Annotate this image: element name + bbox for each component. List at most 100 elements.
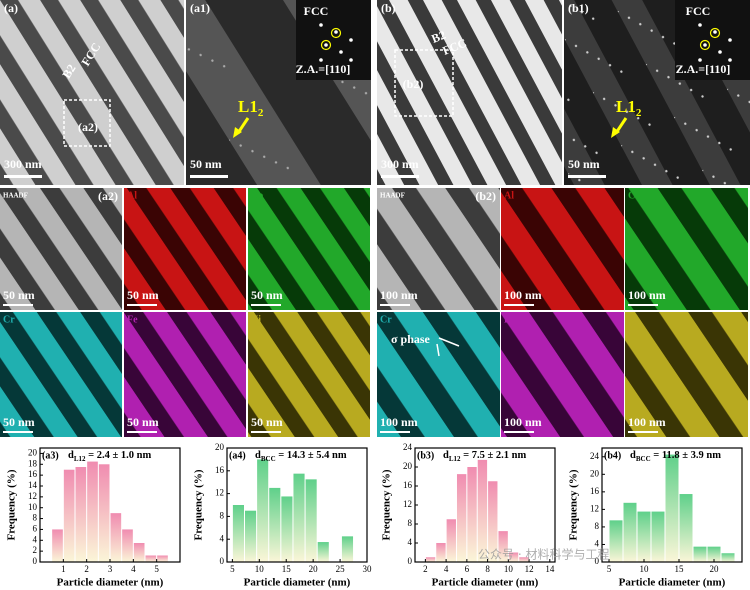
- title-subscript: BCC: [261, 455, 276, 463]
- scale-label: 50 nm: [127, 288, 159, 302]
- bar: [721, 553, 735, 562]
- diffraction-spot: [728, 38, 732, 42]
- element-map: [0, 312, 122, 437]
- spot-marker: [699, 39, 711, 51]
- element-map: [501, 188, 624, 310]
- x-tick-label: 5: [230, 564, 235, 574]
- scale-label: 300 nm: [381, 157, 419, 171]
- micrograph: [377, 0, 562, 185]
- plot-frame: [601, 447, 743, 563]
- x-tick-label: 10: [640, 564, 650, 574]
- scale-bar: [251, 431, 281, 433]
- scale-bar: [4, 175, 42, 178]
- scale-label: 100 nm: [628, 288, 666, 302]
- title-subscript: BCC: [636, 455, 651, 463]
- element-map: [625, 188, 748, 310]
- phase-note: σ phase: [391, 332, 431, 346]
- bar: [341, 536, 354, 562]
- diffraction-inset: [675, 0, 750, 80]
- x-axis-label: Particle diameter (nm): [57, 577, 164, 589]
- title-symbol: d: [255, 450, 261, 461]
- element-label: Cr: [3, 314, 15, 325]
- element-label: Co: [251, 190, 263, 201]
- element-label: Fe: [504, 314, 515, 325]
- scale-bar: [381, 175, 419, 178]
- chart-title: dL12 = 7.5 ± 2.1 nm: [443, 450, 526, 462]
- arrow: [436, 337, 460, 357]
- title-symbol: d: [630, 450, 636, 461]
- bar: [98, 464, 110, 562]
- inset-box: [394, 49, 454, 117]
- scale-bar: [628, 304, 658, 306]
- y-tick-label: 16: [28, 469, 38, 479]
- spot-marker: [330, 27, 342, 39]
- x-axis-label: Particle diameter (nm): [619, 577, 726, 589]
- annotation: Z.A.=[110]: [676, 62, 731, 76]
- bar: [133, 543, 145, 562]
- element-map: [248, 188, 370, 310]
- x-tick-label: 15: [675, 564, 685, 574]
- bar: [269, 487, 281, 562]
- x-tick-label: 10: [255, 564, 265, 574]
- annotation: (a2): [78, 120, 98, 134]
- y-axis-label: Frequency (%): [381, 469, 393, 540]
- bar: [257, 459, 269, 562]
- panel-tag: (b): [381, 1, 396, 15]
- diffraction-spot: [349, 38, 353, 42]
- bar: [637, 511, 651, 562]
- annotation: FCC: [686, 4, 711, 18]
- chart-tag: (b3): [417, 450, 434, 461]
- bar: [498, 531, 508, 562]
- title-text: = 11.8 ± 3.9 nm: [651, 450, 722, 461]
- bar: [425, 557, 436, 562]
- element-label: Al: [504, 190, 514, 201]
- x-tick-label: 25: [336, 564, 346, 574]
- y-tick-label: 20: [403, 461, 413, 471]
- bar: [317, 542, 329, 562]
- watermark: 公众号 · 材料科学与工程: [478, 547, 609, 562]
- chart-tag: (b4): [604, 450, 621, 461]
- element-label: Ni: [628, 314, 638, 325]
- spot-marker: [320, 39, 332, 51]
- x-tick-label: 5: [607, 564, 612, 574]
- diffraction-spot: [319, 23, 323, 27]
- title-subscript: L12: [449, 455, 461, 463]
- diffraction-spot: [349, 58, 353, 62]
- y-tick-label: 0: [220, 556, 225, 566]
- bar: [293, 473, 305, 562]
- plot-frame: [226, 447, 368, 563]
- chart-title: dBCC = 14.3 ± 5.4 nm: [255, 450, 347, 462]
- x-tick-label: 20: [309, 564, 319, 574]
- y-axis-label: Frequency (%): [568, 469, 580, 540]
- scale-label: 100 nm: [628, 415, 666, 429]
- bar: [488, 481, 498, 562]
- y-tick-label: 20: [28, 447, 38, 457]
- diffraction-spot: [728, 58, 732, 62]
- bar: [508, 552, 519, 562]
- title-subscript: L12: [74, 455, 86, 463]
- element-map: [124, 312, 246, 437]
- element-label: Ni: [251, 314, 261, 325]
- bar: [122, 529, 133, 562]
- phase-name: L1: [238, 97, 258, 116]
- bar: [467, 467, 477, 562]
- bar: [281, 496, 293, 562]
- element-map: [248, 312, 370, 437]
- element-label: Cr: [380, 314, 392, 325]
- y-tick-label: 12: [28, 491, 37, 501]
- element-map: [377, 188, 500, 310]
- scale-label: 300 nm: [4, 157, 42, 171]
- diffraction-spot: [713, 30, 717, 34]
- bar: [446, 519, 456, 562]
- annotation: Z.A.=[110]: [296, 62, 351, 76]
- scale-bar: [504, 431, 534, 433]
- y-tick-label: 16: [590, 486, 600, 496]
- x-tick-label: 4: [444, 564, 449, 574]
- chart-title: dBCC = 11.8 ± 3.9 nm: [630, 450, 721, 462]
- element-label: Fe: [127, 314, 138, 325]
- element-map: [501, 312, 624, 437]
- x-tick-label: 3: [108, 564, 113, 574]
- scale-bar: [628, 431, 658, 433]
- y-tick-label: 14: [28, 480, 38, 490]
- scale-label: 50 nm: [127, 415, 159, 429]
